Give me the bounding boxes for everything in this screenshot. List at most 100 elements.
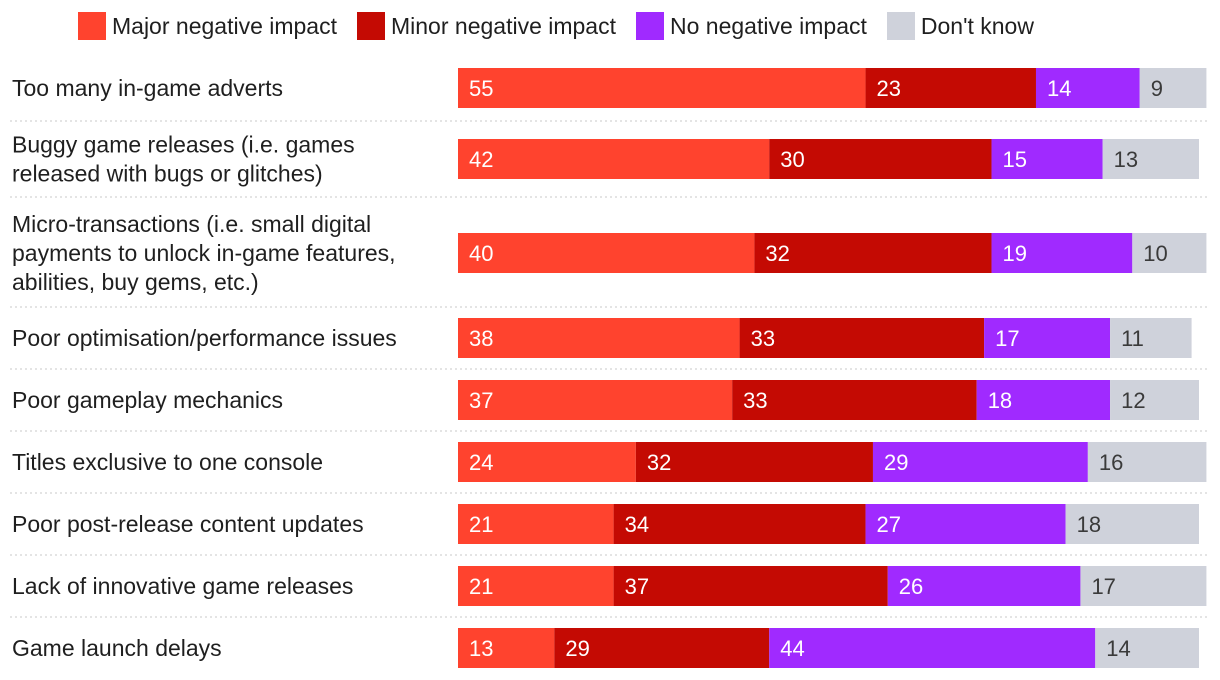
value-label: 33 <box>751 326 775 351</box>
bar-segment <box>613 504 866 544</box>
bar-segment <box>458 380 733 420</box>
legend-item-none: No negative impact <box>636 12 867 40</box>
legend-swatch-dont-know <box>886 12 915 40</box>
value-label: 26 <box>899 574 923 599</box>
bar-segment <box>1095 628 1199 668</box>
bar-segment <box>1035 68 1140 108</box>
bar-segment <box>458 318 740 358</box>
category-label-line: released with bugs or glitches) <box>12 161 323 187</box>
category-label: Poor gameplay mechanics <box>12 387 283 413</box>
legend-swatch-minor <box>357 12 385 40</box>
bar-segment <box>1110 380 1199 420</box>
bar-segment <box>1065 504 1199 544</box>
bar-segment <box>458 566 614 606</box>
value-label: 15 <box>1003 147 1027 172</box>
value-label: 12 <box>1121 388 1145 413</box>
value-label: 32 <box>647 450 671 475</box>
value-label: 29 <box>565 636 589 661</box>
bar-segment <box>732 380 977 420</box>
bar-segment <box>458 139 770 179</box>
category-label: Poor optimisation/performance issues <box>12 325 397 351</box>
bar-segment <box>739 318 985 358</box>
category-label-line: Too many in-game adverts <box>12 75 283 101</box>
value-label: 44 <box>780 636 804 661</box>
bar-segment <box>865 504 1066 544</box>
value-label: 21 <box>469 574 493 599</box>
value-label: 13 <box>1114 147 1138 172</box>
category-label-line: payments to unlock in-game features, <box>12 240 396 266</box>
category-label-line: Poor post-release content updates <box>12 511 364 537</box>
legend-swatch-none <box>636 12 664 40</box>
legend-label-dont-know: Don't know <box>920 12 1034 39</box>
legend-label-major: Major negative impact <box>112 12 337 39</box>
bar-segment <box>1087 442 1207 482</box>
category-label: Titles exclusive to one console <box>12 449 323 475</box>
value-label: 18 <box>1077 512 1101 537</box>
category-label-line: Titles exclusive to one console <box>12 449 323 475</box>
value-label: 40 <box>469 241 493 266</box>
value-label: 27 <box>877 512 901 537</box>
bar-segment <box>865 68 1036 108</box>
bar-segment <box>458 442 636 482</box>
bar-segment <box>458 233 755 273</box>
value-label: 21 <box>469 512 493 537</box>
category-label-line: Buggy game releases (i.e. games <box>12 132 355 158</box>
bar-segment <box>976 380 1111 420</box>
category-label: Lack of innovative game releases <box>12 573 353 599</box>
bar-segment <box>991 233 1133 273</box>
value-label: 30 <box>780 147 804 172</box>
bar-segment <box>1139 68 1207 108</box>
legend-item-dont-know: Don't know <box>886 12 1034 40</box>
bar-segment <box>887 566 1081 606</box>
category-label: Micro-transactions (i.e. small digital pa… <box>12 211 396 295</box>
bar-segment <box>984 318 1111 358</box>
category-label: Buggy game releases (i.e. games released … <box>12 132 355 187</box>
bar-segment <box>554 628 770 668</box>
category-label-line: Game launch delays <box>12 635 222 661</box>
value-label: 14 <box>1047 76 1071 101</box>
value-label: 37 <box>625 574 649 599</box>
value-label: 9 <box>1151 76 1163 101</box>
bar-segment <box>458 68 866 108</box>
value-label: 38 <box>469 326 493 351</box>
bar-segment <box>1110 318 1192 358</box>
category-label: Too many in-game adverts <box>12 75 283 101</box>
category-label-line: Lack of innovative game releases <box>12 573 353 599</box>
bar-segment <box>769 628 1096 668</box>
value-label: 11 <box>1121 326 1144 351</box>
bar-segment <box>458 628 555 668</box>
category-label-line: Micro-transactions (i.e. small digital <box>12 211 371 237</box>
value-label: 23 <box>877 76 901 101</box>
value-label: 37 <box>469 388 493 413</box>
bar-segment <box>991 139 1103 179</box>
bar-segment <box>754 233 992 273</box>
bar-segment <box>872 442 1088 482</box>
legend-label-none: No negative impact <box>670 12 867 39</box>
value-label: 24 <box>469 450 493 475</box>
bar-segment <box>769 139 992 179</box>
category-label-line: abilities, buy gems, etc.) <box>12 269 259 295</box>
bar-segment <box>613 566 888 606</box>
legend-item-minor: Minor negative impact <box>357 12 616 40</box>
value-label: 10 <box>1143 241 1167 266</box>
category-label-line: Poor optimisation/performance issues <box>12 325 397 351</box>
bar-segment <box>1132 233 1207 273</box>
value-label: 19 <box>1003 241 1027 266</box>
value-label: 29 <box>884 450 908 475</box>
value-label: 14 <box>1106 636 1130 661</box>
value-label: 17 <box>995 326 1019 351</box>
value-label: 55 <box>469 76 493 101</box>
value-label: 13 <box>469 636 493 661</box>
value-label: 16 <box>1099 450 1123 475</box>
chart-legend: Major negative impact Minor negative imp… <box>78 8 1054 44</box>
category-label-line: Poor gameplay mechanics <box>12 387 283 413</box>
legend-label-minor: Minor negative impact <box>391 12 616 39</box>
value-label: 17 <box>1091 574 1115 599</box>
category-label: Poor post-release content updates <box>12 511 364 537</box>
bar-segment <box>1080 566 1207 606</box>
value-label: 18 <box>988 388 1012 413</box>
bar-segment <box>1102 139 1199 179</box>
legend-item-major: Major negative impact <box>78 12 337 40</box>
bar-segment <box>458 504 614 544</box>
